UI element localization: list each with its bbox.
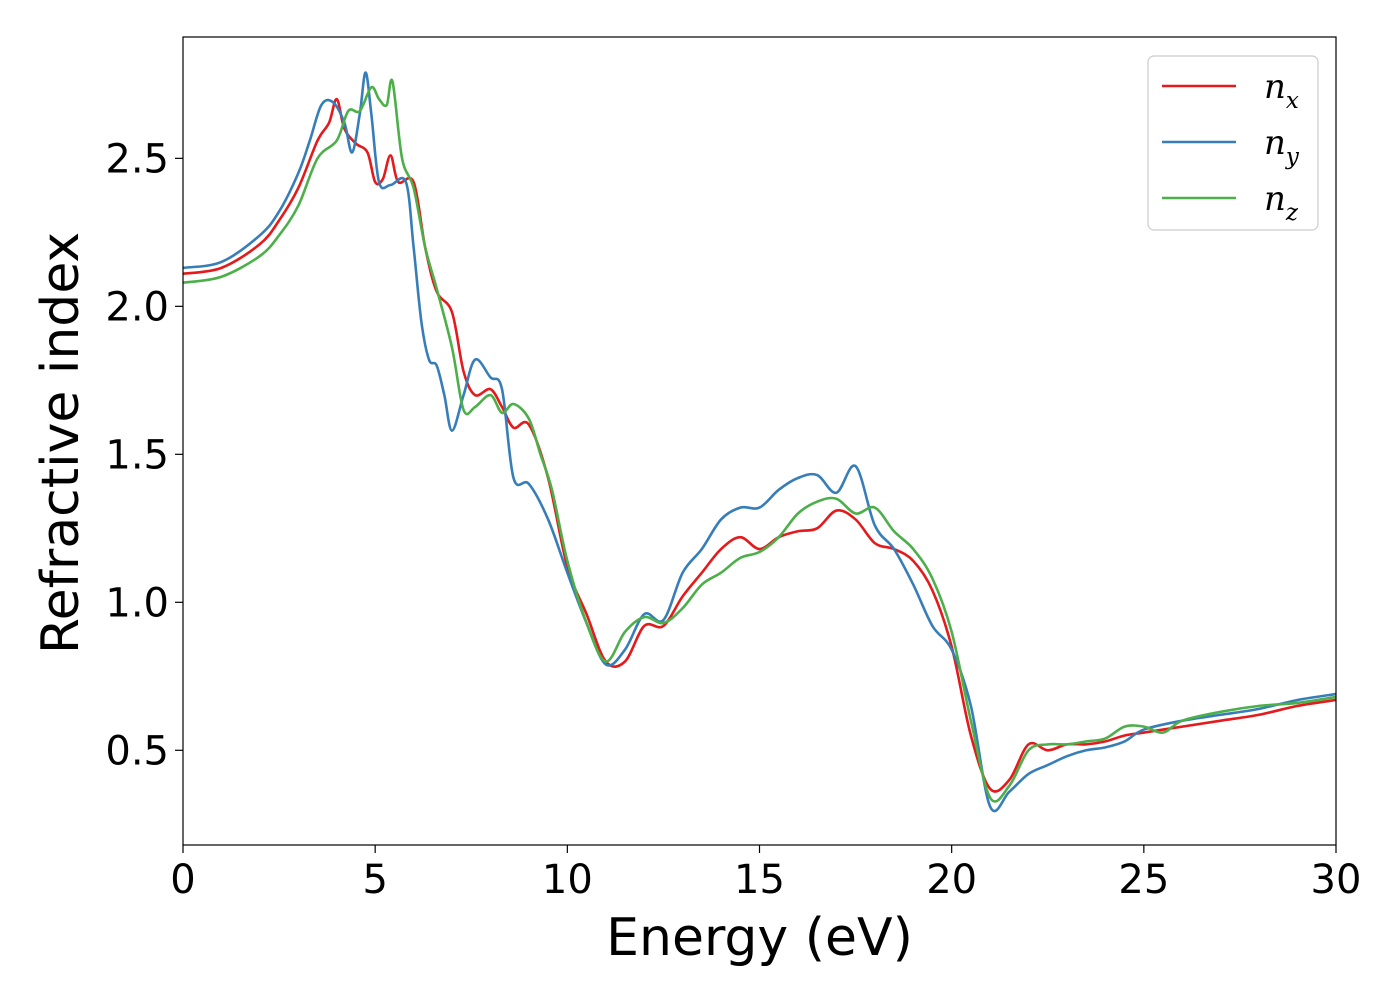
y-tick-label: 2.0 — [105, 284, 169, 330]
series-line-y — [183, 71, 1336, 813]
x-tick-label: 0 — [170, 857, 195, 903]
ticks-layer: 0 5 10 15 20 25 30 0.5 1.0 1.5 2.0 2.5 — [105, 136, 1361, 903]
y-tick-label: 0.5 — [105, 728, 169, 774]
x-tick-label: 15 — [734, 857, 785, 903]
x-tick-label: 25 — [1118, 857, 1169, 903]
legend-entry-y: ny — [1162, 123, 1300, 170]
legend-label: nx — [1264, 67, 1299, 114]
y-tick-label: 2.5 — [105, 136, 169, 182]
x-tick-label: 20 — [926, 857, 977, 903]
series-line-z — [183, 78, 1336, 803]
x-tick-label: 5 — [362, 857, 387, 903]
legend-entry-x: nx — [1162, 67, 1299, 114]
y-tick-label: 1.5 — [105, 432, 169, 478]
legend-entry-z: nz — [1162, 179, 1299, 226]
series-layer — [183, 71, 1336, 813]
y-tick-label: 1.0 — [105, 580, 169, 626]
legend-label: ny — [1264, 123, 1300, 170]
x-axis-title: Energy (eV) — [606, 908, 913, 968]
x-tick-label: 10 — [542, 857, 593, 903]
x-tick-label: 30 — [1311, 857, 1362, 903]
legend-label: nz — [1264, 179, 1299, 226]
legend: nx ny nz — [1147, 55, 1319, 231]
series-line-x — [183, 97, 1336, 793]
y-axis-title: Refractive index — [31, 232, 91, 654]
